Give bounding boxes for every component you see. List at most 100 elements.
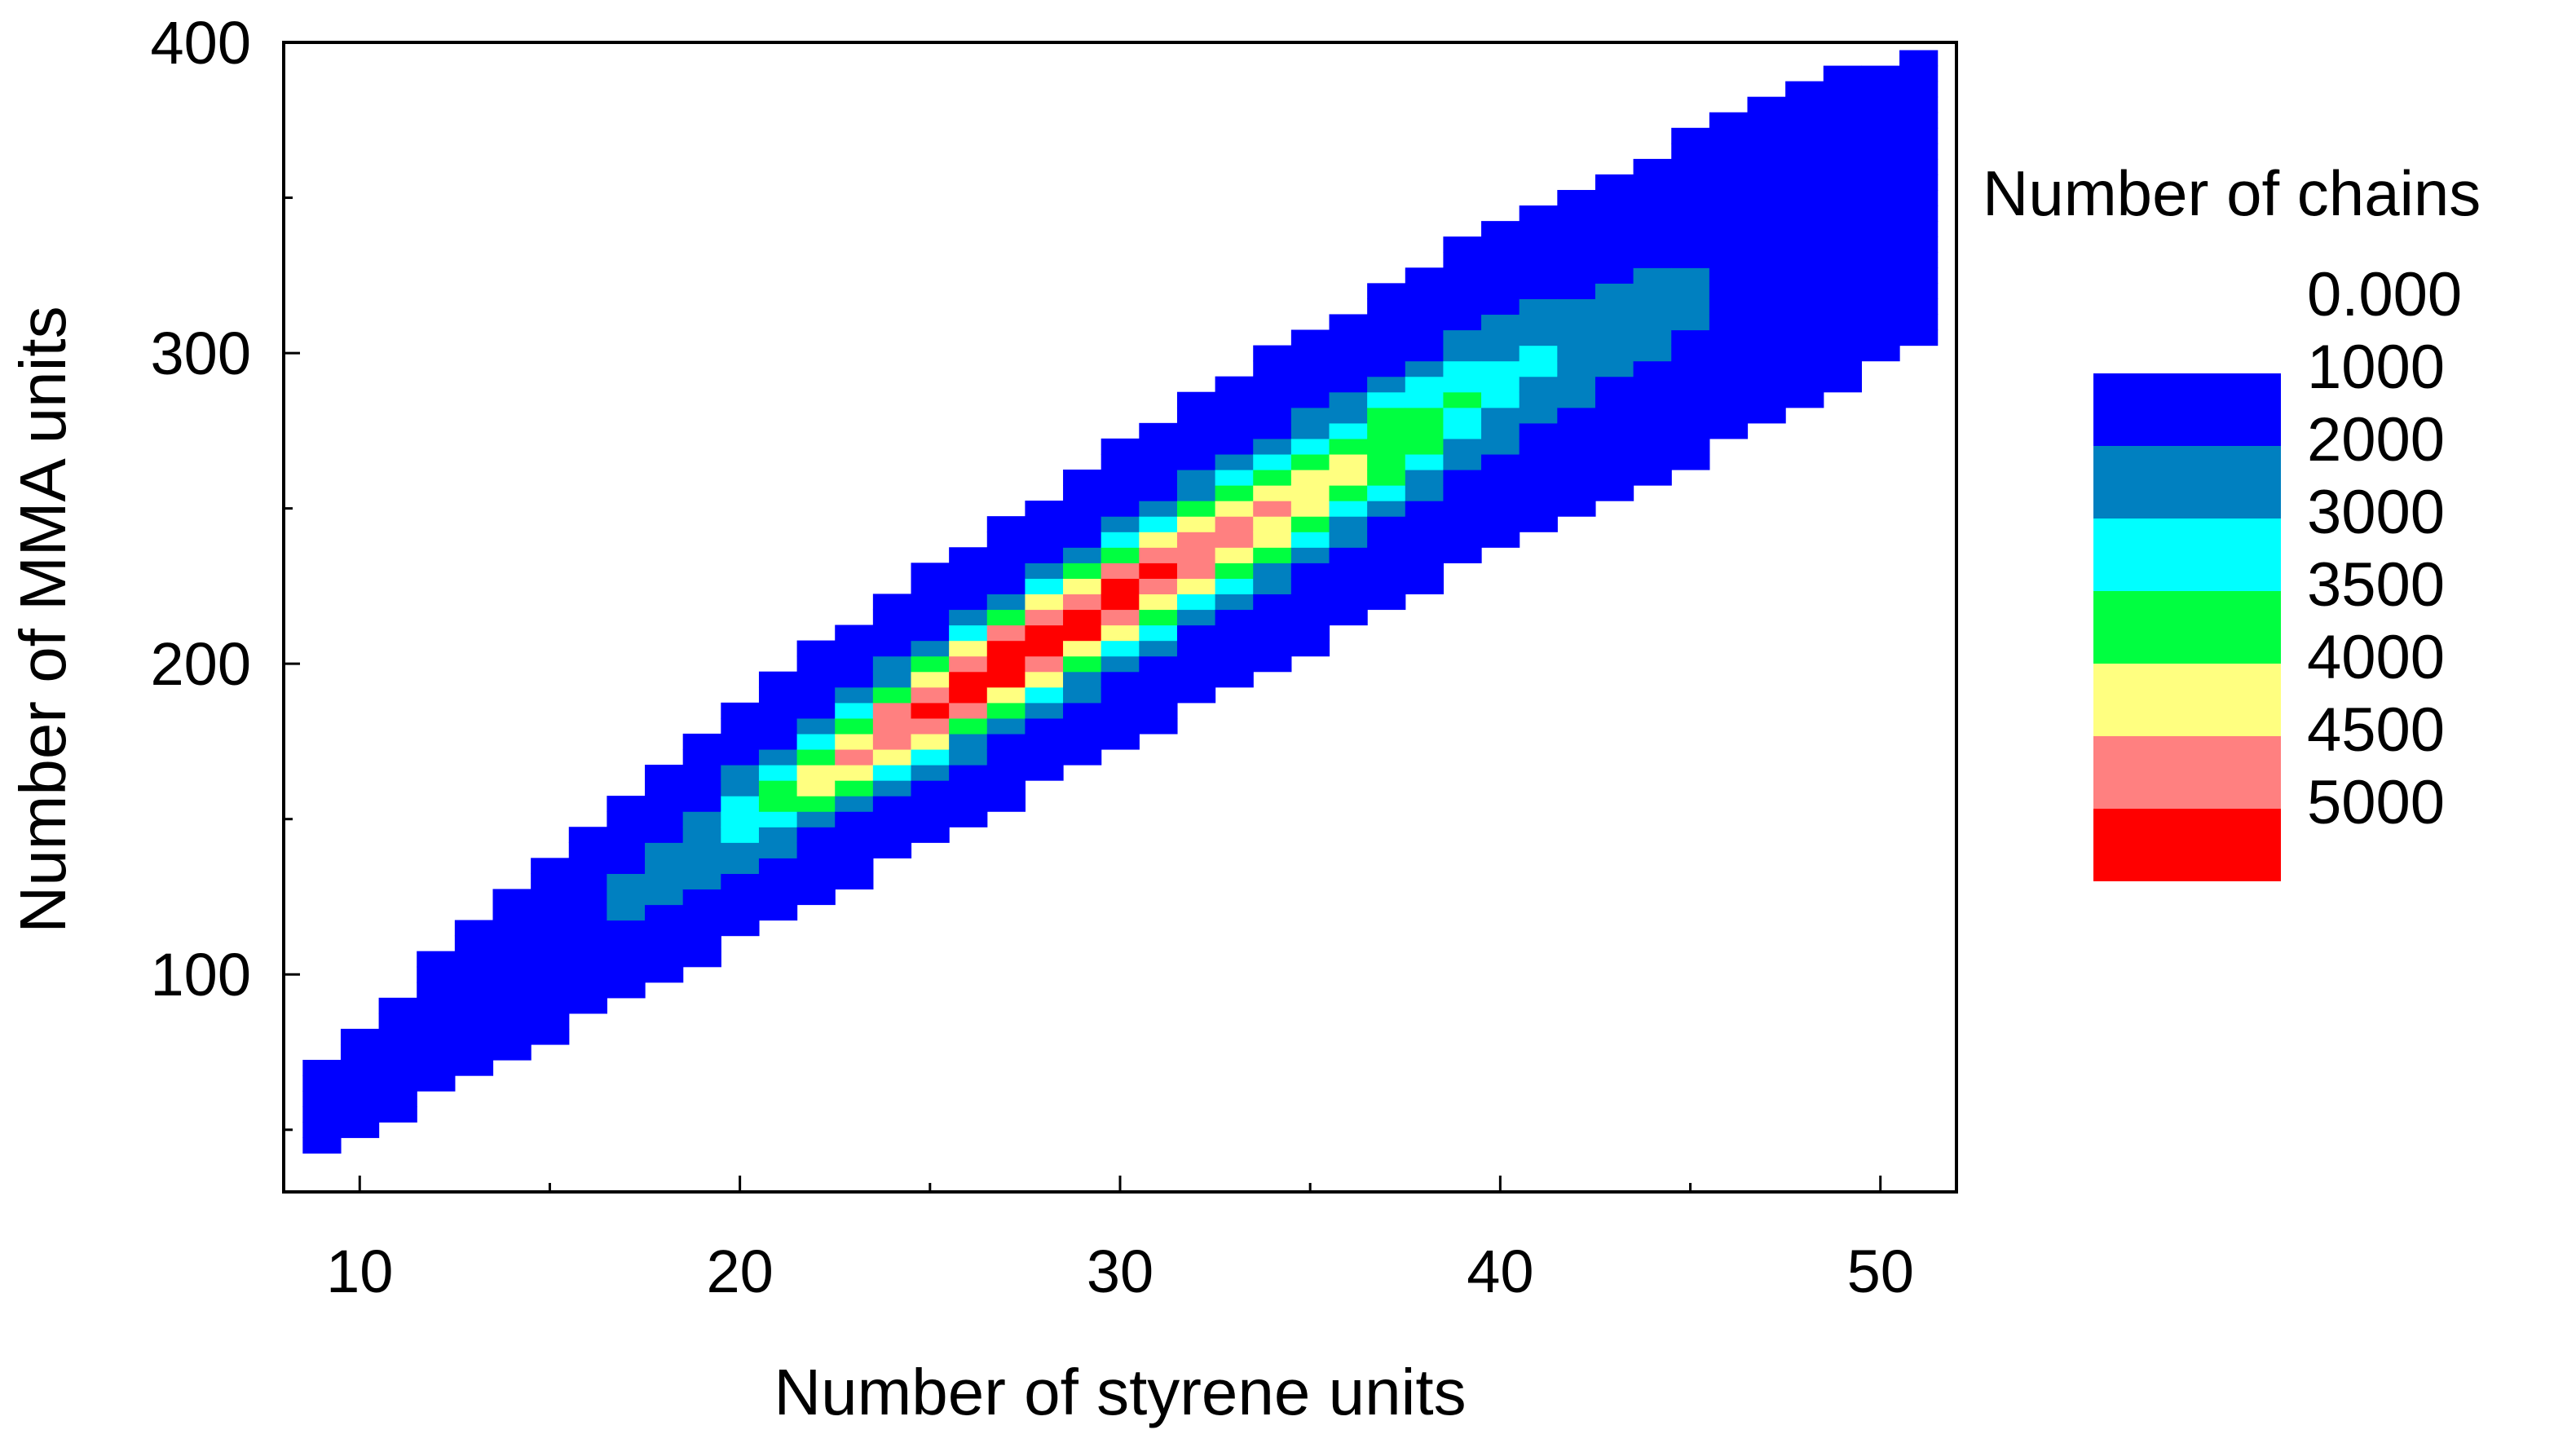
legend-swatch [2093, 664, 2281, 736]
heatmap-cell [796, 873, 836, 890]
heatmap-cell [454, 966, 494, 983]
heatmap-cell [1481, 329, 1520, 346]
heatmap-cell [1139, 717, 1178, 735]
heatmap-cell [758, 717, 798, 735]
heatmap-cell [1063, 532, 1102, 548]
heatmap-cell [531, 889, 570, 906]
legend-swatch [2093, 519, 2281, 591]
heatmap-cell [1557, 438, 1596, 455]
heatmap-cell [454, 997, 494, 1014]
heatmap-cell [1139, 702, 1178, 719]
heatmap-cell [1785, 174, 1824, 191]
heatmap-cell [1519, 453, 1558, 470]
heatmap-cell [607, 873, 646, 890]
heatmap-cell [682, 858, 721, 874]
heatmap-cell [1063, 469, 1102, 486]
legend-label: 3000 [2307, 478, 2445, 547]
heatmap-cell [1101, 547, 1140, 563]
heatmap-cell [949, 624, 988, 642]
heatmap-cell [1633, 407, 1672, 424]
heatmap-cell [302, 1137, 342, 1154]
heatmap-cell [986, 640, 1026, 657]
heatmap-cell [417, 1044, 456, 1061]
heatmap-cell [1671, 158, 1710, 175]
heatmap-cell [796, 748, 836, 766]
legend-swatch [2093, 736, 2281, 809]
heatmap-cell [1671, 422, 1710, 439]
heatmap-cell [721, 733, 760, 750]
heatmap-cell [1899, 329, 1939, 346]
heatmap-cell [1595, 252, 1634, 268]
heatmap-cell [1671, 283, 1710, 299]
heatmap-cell [1367, 438, 1406, 455]
heatmap-cell [1519, 485, 1558, 501]
heatmap-cell [1405, 391, 1445, 408]
legend-label: 0.000 [2307, 260, 2462, 329]
heatmap-cell [1253, 655, 1292, 673]
heatmap-cell [986, 717, 1026, 735]
heatmap-cell [796, 780, 836, 797]
heatmap-cell [417, 966, 456, 983]
heatmap-cell [1595, 314, 1634, 331]
heatmap-cell [1595, 329, 1634, 346]
heatmap-cell [872, 640, 912, 657]
heatmap-cell [796, 640, 836, 657]
heatmap-cell [1025, 733, 1064, 750]
heatmap-cell [1329, 422, 1368, 439]
heatmap-cell [1176, 563, 1216, 579]
heatmap-cell [1329, 438, 1368, 455]
heatmap-cell [1253, 438, 1292, 455]
legend-label: 4000 [2307, 623, 2445, 692]
heatmap-cell [949, 609, 988, 626]
heatmap-cell [1861, 298, 1900, 316]
heatmap-cell [1215, 407, 1254, 424]
heatmap-cell [1025, 578, 1064, 595]
legend-label: 1000 [2307, 333, 2445, 402]
heatmap-cell [1367, 594, 1406, 611]
x-tick-label: 30 [1087, 1238, 1153, 1305]
heatmap-cell [645, 904, 684, 921]
heatmap-cell [1443, 453, 1482, 470]
heatmap-cell [1557, 267, 1596, 284]
heatmap-cell [986, 733, 1026, 750]
heatmap-cell [1176, 624, 1216, 642]
heatmap-cell [1785, 345, 1824, 362]
heatmap-cell [1443, 516, 1482, 532]
heatmap-cell [1481, 438, 1520, 455]
heatmap-cell [758, 733, 798, 750]
heatmap-cell [872, 827, 912, 843]
heatmap-cell [682, 733, 721, 750]
heatmap-cell [949, 547, 988, 563]
heatmap-cell [1329, 563, 1368, 579]
heatmap-cell [1139, 453, 1178, 470]
heatmap-cell [1557, 252, 1596, 268]
heatmap-cell [378, 1106, 417, 1123]
heatmap-cell [1899, 314, 1939, 331]
heatmap-cell [1595, 174, 1634, 191]
heatmap-cell [758, 842, 798, 858]
heatmap-cell [645, 935, 684, 952]
heatmap-cell [492, 904, 532, 921]
heatmap-cell [1671, 407, 1710, 424]
heatmap-cell [1899, 127, 1939, 144]
heatmap-cell [1139, 671, 1178, 688]
heatmap-cell [1595, 298, 1634, 316]
heatmap-cell [1253, 547, 1292, 563]
heatmap-cell [949, 796, 988, 812]
heatmap-cell [1481, 516, 1520, 532]
heatmap-cell [1139, 640, 1178, 657]
heatmap-cell [1367, 391, 1406, 408]
heatmap-cell [1481, 360, 1520, 377]
heatmap-cell [986, 671, 1026, 688]
heatmap-cell [949, 671, 988, 688]
heatmap-cell [1290, 422, 1330, 439]
heatmap-cell [1595, 422, 1634, 439]
heatmap-cell [1785, 360, 1824, 377]
heatmap-cell [1557, 407, 1596, 424]
heatmap-cell [986, 748, 1026, 766]
heatmap-cell [1367, 298, 1406, 316]
heatmap-cell [1139, 422, 1178, 439]
heatmap-cell [986, 765, 1026, 781]
heatmap-cell [721, 765, 760, 781]
heatmap-cell [949, 733, 988, 750]
